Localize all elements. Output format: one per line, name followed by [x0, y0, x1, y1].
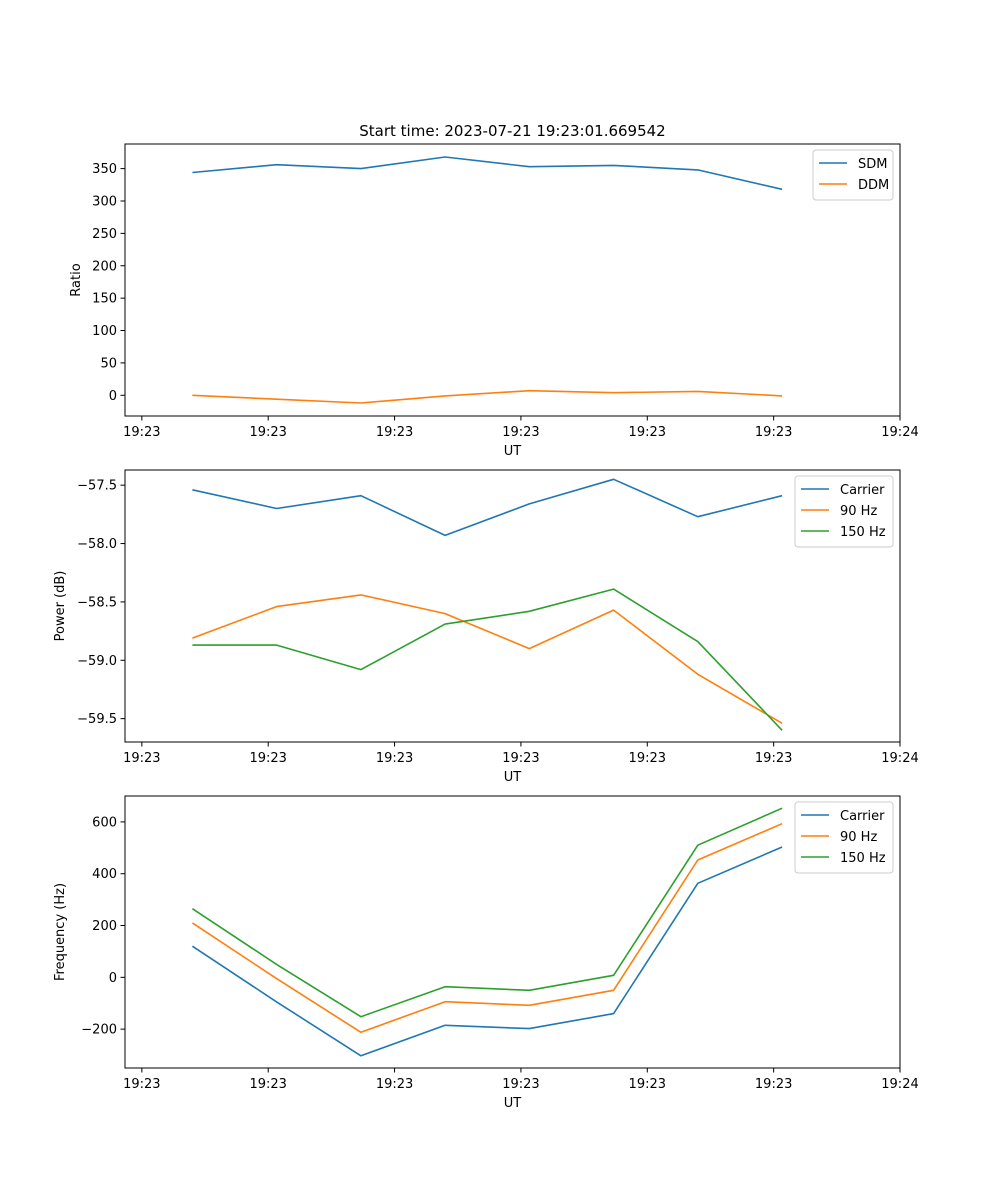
series-line-carrier	[192, 478, 783, 537]
x-tick-label: 19:23	[502, 425, 539, 440]
x-tick-label: 19:23	[502, 751, 539, 766]
legend: Carrier 90 Hz 150 Hz	[794, 475, 894, 548]
x-tick-label: 19:23	[249, 1077, 286, 1092]
series-line-150-hz	[191, 807, 783, 1018]
x-axis-label: UT	[504, 770, 522, 785]
legend-box	[794, 475, 894, 548]
x-tick-label: 19:23	[502, 1077, 539, 1092]
y-tick-label: −59.0	[77, 654, 117, 669]
x-tick-label: 19:23	[249, 425, 286, 440]
legend-label-ddm: DDM	[858, 178, 889, 193]
axes-frame	[124, 469, 901, 743]
series-line-sdm	[192, 156, 783, 191]
legend-label-150-hz: 150 Hz	[840, 525, 886, 540]
y-tick-label: 150	[92, 292, 117, 307]
y-tick-label: 600	[92, 815, 117, 830]
x-tick-label: 19:23	[376, 1077, 413, 1092]
y-tick-label: 400	[92, 867, 117, 882]
panel-2: 19:23 19:23 19:23 19:23 19:23 19:23 19:24 −59.5…	[53, 469, 919, 785]
legend-label-150-hz: 150 Hz	[840, 851, 886, 866]
y-tick-label: 250	[92, 227, 117, 242]
series-line-90-hz	[192, 594, 783, 724]
series-line-90-hz	[191, 822, 783, 1034]
x-tick-label: 19:23	[249, 751, 286, 766]
axes-frame	[124, 795, 901, 1069]
x-tick-label: 19:23	[755, 751, 792, 766]
y-tick-label: −58.0	[77, 537, 117, 552]
x-tick-label: 19:23	[376, 425, 413, 440]
series-line-ddm	[192, 389, 783, 404]
x-tick-label: 19:23	[629, 1077, 666, 1092]
y-axis-label: Frequency (Hz)	[53, 883, 68, 981]
legend: SDM DDM	[812, 149, 894, 201]
y-tick-label: −58.5	[77, 595, 117, 610]
axes-frame	[124, 143, 901, 417]
series-line-150-hz	[192, 588, 783, 731]
y-tick-label: 350	[92, 162, 117, 177]
x-tick-label: 19:23	[755, 1077, 792, 1092]
y-tick-label: 0	[109, 389, 117, 404]
y-tick-label: 0	[109, 971, 117, 986]
y-tick-label: −200	[81, 1023, 117, 1038]
y-axis-label: Power (dB)	[53, 571, 68, 642]
y-tick-label: 200	[92, 919, 117, 934]
panel-1: 19:23 19:23 19:23 19:23 19:23 19:23 19:24 0 50 10…	[69, 143, 919, 459]
y-tick-label: −59.5	[77, 712, 117, 727]
panel-3: 19:23 19:23 19:23 19:23 19:23 19:23 19:24 −200 0…	[53, 795, 919, 1111]
legend-box	[794, 801, 894, 874]
y-tick-label: 200	[92, 259, 117, 274]
x-tick-label: 19:23	[629, 751, 666, 766]
legend-label-carrier: Carrier	[840, 809, 885, 824]
figure-title: Start time: 2023-07-21 19:23:01.669542	[359, 122, 665, 140]
x-tick-label: 19:23	[629, 425, 666, 440]
x-tick-label: 19:23	[123, 1077, 160, 1092]
legend-label-sdm: SDM	[858, 157, 887, 172]
x-tick-label: 19:23	[755, 425, 792, 440]
y-tick-label: −57.5	[77, 479, 117, 494]
legend-label-90-hz: 90 Hz	[840, 504, 877, 519]
x-tick-label: 19:24	[881, 1077, 918, 1092]
x-tick-label: 19:24	[881, 751, 918, 766]
y-tick-label: 300	[92, 194, 117, 209]
legend: Carrier 90 Hz 150 Hz	[794, 801, 894, 874]
legend-label-carrier: Carrier	[840, 483, 885, 498]
x-tick-label: 19:24	[881, 425, 918, 440]
legend-label-90-hz: 90 Hz	[840, 830, 877, 845]
y-axis-label: Ratio	[69, 263, 84, 296]
series-line-carrier	[191, 846, 783, 1057]
x-tick-label: 19:23	[123, 751, 160, 766]
y-tick-label: 100	[92, 324, 117, 339]
x-tick-label: 19:23	[376, 751, 413, 766]
x-tick-label: 19:23	[123, 425, 160, 440]
x-axis-label: UT	[504, 444, 522, 459]
y-tick-label: 50	[100, 356, 117, 371]
x-axis-label: UT	[504, 1096, 522, 1111]
